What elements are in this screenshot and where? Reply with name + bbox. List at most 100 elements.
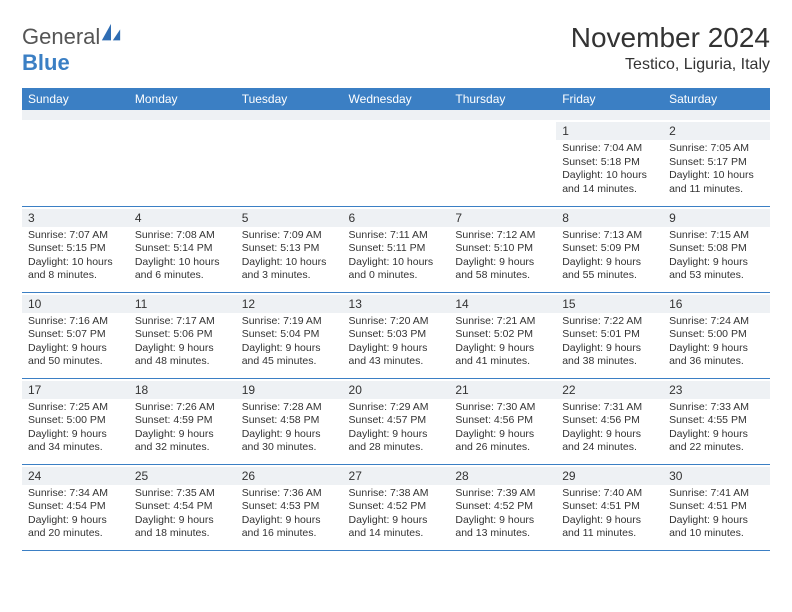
day-line-ss: Sunset: 5:10 PM <box>455 242 550 256</box>
day-line-dl1: Daylight: 9 hours <box>135 342 230 356</box>
day-line-ss: Sunset: 4:53 PM <box>242 500 337 514</box>
day-line-sr: Sunrise: 7:28 AM <box>242 401 337 415</box>
day-cell: 14Sunrise: 7:21 AMSunset: 5:02 PMDayligh… <box>449 292 556 378</box>
day-number: 24 <box>22 467 129 485</box>
day-line-dl1: Daylight: 9 hours <box>242 428 337 442</box>
day-number: 7 <box>449 209 556 227</box>
day-cell: 23Sunrise: 7:33 AMSunset: 4:55 PMDayligh… <box>663 378 770 464</box>
day-line-ss: Sunset: 5:01 PM <box>562 328 657 342</box>
day-cell: 20Sunrise: 7:29 AMSunset: 4:57 PMDayligh… <box>343 378 450 464</box>
day-cell: 13Sunrise: 7:20 AMSunset: 5:03 PMDayligh… <box>343 292 450 378</box>
day-line-dl1: Daylight: 9 hours <box>562 514 657 528</box>
day-details: Sunrise: 7:31 AMSunset: 4:56 PMDaylight:… <box>562 401 657 456</box>
day-line-ss: Sunset: 5:15 PM <box>28 242 123 256</box>
day-line-dl2: and 20 minutes. <box>28 527 123 541</box>
logo: GeneralBlue <box>22 22 122 76</box>
day-details: Sunrise: 7:29 AMSunset: 4:57 PMDaylight:… <box>349 401 444 456</box>
day-cell: 5Sunrise: 7:09 AMSunset: 5:13 PMDaylight… <box>236 206 343 292</box>
day-details: Sunrise: 7:05 AMSunset: 5:17 PMDaylight:… <box>669 142 764 197</box>
day-line-dl2: and 24 minutes. <box>562 441 657 455</box>
day-line-sr: Sunrise: 7:04 AM <box>562 142 657 156</box>
day-line-sr: Sunrise: 7:08 AM <box>135 229 230 243</box>
day-line-sr: Sunrise: 7:19 AM <box>242 315 337 329</box>
day-line-ss: Sunset: 4:56 PM <box>562 414 657 428</box>
day-header: Monday <box>129 88 236 110</box>
day-line-dl2: and 3 minutes. <box>242 269 337 283</box>
day-line-dl1: Daylight: 9 hours <box>28 342 123 356</box>
day-cell <box>449 120 556 206</box>
day-line-dl1: Daylight: 9 hours <box>455 514 550 528</box>
day-line-sr: Sunrise: 7:21 AM <box>455 315 550 329</box>
day-cell: 26Sunrise: 7:36 AMSunset: 4:53 PMDayligh… <box>236 464 343 550</box>
day-line-dl1: Daylight: 10 hours <box>242 256 337 270</box>
day-cell: 28Sunrise: 7:39 AMSunset: 4:52 PMDayligh… <box>449 464 556 550</box>
day-line-ss: Sunset: 5:13 PM <box>242 242 337 256</box>
calendar-table: SundayMondayTuesdayWednesdayThursdayFrid… <box>22 88 770 551</box>
week-row: 10Sunrise: 7:16 AMSunset: 5:07 PMDayligh… <box>22 292 770 378</box>
day-line-ss: Sunset: 4:55 PM <box>669 414 764 428</box>
day-header: Tuesday <box>236 88 343 110</box>
day-line-sr: Sunrise: 7:30 AM <box>455 401 550 415</box>
day-cell <box>236 120 343 206</box>
day-line-ss: Sunset: 4:51 PM <box>669 500 764 514</box>
day-line-ss: Sunset: 5:18 PM <box>562 156 657 170</box>
day-line-ss: Sunset: 5:00 PM <box>28 414 123 428</box>
day-cell: 18Sunrise: 7:26 AMSunset: 4:59 PMDayligh… <box>129 378 236 464</box>
day-line-dl2: and 6 minutes. <box>135 269 230 283</box>
day-details: Sunrise: 7:13 AMSunset: 5:09 PMDaylight:… <box>562 229 657 284</box>
day-line-dl1: Daylight: 9 hours <box>562 428 657 442</box>
day-header: Sunday <box>22 88 129 110</box>
day-line-sr: Sunrise: 7:25 AM <box>28 401 123 415</box>
day-line-dl2: and 16 minutes. <box>242 527 337 541</box>
day-line-dl1: Daylight: 9 hours <box>349 514 444 528</box>
day-cell: 17Sunrise: 7:25 AMSunset: 5:00 PMDayligh… <box>22 378 129 464</box>
logo-text-2: Blue <box>22 50 70 75</box>
day-line-sr: Sunrise: 7:41 AM <box>669 487 764 501</box>
day-header: Thursday <box>449 88 556 110</box>
day-line-dl1: Daylight: 9 hours <box>242 514 337 528</box>
day-line-ss: Sunset: 5:06 PM <box>135 328 230 342</box>
week-row: 1Sunrise: 7:04 AMSunset: 5:18 PMDaylight… <box>22 120 770 206</box>
day-number: 3 <box>22 209 129 227</box>
day-number: 17 <box>22 381 129 399</box>
day-cell: 11Sunrise: 7:17 AMSunset: 5:06 PMDayligh… <box>129 292 236 378</box>
day-line-sr: Sunrise: 7:26 AM <box>135 401 230 415</box>
day-cell: 6Sunrise: 7:11 AMSunset: 5:11 PMDaylight… <box>343 206 450 292</box>
day-line-sr: Sunrise: 7:24 AM <box>669 315 764 329</box>
day-line-dl2: and 58 minutes. <box>455 269 550 283</box>
day-line-sr: Sunrise: 7:39 AM <box>455 487 550 501</box>
day-line-dl1: Daylight: 9 hours <box>669 256 764 270</box>
day-line-dl2: and 14 minutes. <box>349 527 444 541</box>
day-line-dl1: Daylight: 10 hours <box>28 256 123 270</box>
day-number: 27 <box>343 467 450 485</box>
day-line-dl2: and 38 minutes. <box>562 355 657 369</box>
day-line-ss: Sunset: 4:57 PM <box>349 414 444 428</box>
day-line-sr: Sunrise: 7:35 AM <box>135 487 230 501</box>
day-cell <box>129 120 236 206</box>
day-details: Sunrise: 7:22 AMSunset: 5:01 PMDaylight:… <box>562 315 657 370</box>
day-line-sr: Sunrise: 7:13 AM <box>562 229 657 243</box>
day-line-dl2: and 11 minutes. <box>669 183 764 197</box>
day-line-dl1: Daylight: 9 hours <box>455 256 550 270</box>
day-number: 18 <box>129 381 236 399</box>
day-line-sr: Sunrise: 7:15 AM <box>669 229 764 243</box>
day-cell: 3 Sunrise: 7:07 AMSunset: 5:15 PMDaylight… <box>22 206 129 292</box>
day-line-dl1: Daylight: 9 hours <box>562 342 657 356</box>
day-line-ss: Sunset: 4:54 PM <box>28 500 123 514</box>
day-line-sr: Sunrise: 7:09 AM <box>242 229 337 243</box>
day-cell: 16Sunrise: 7:24 AMSunset: 5:00 PMDayligh… <box>663 292 770 378</box>
day-cell: 4Sunrise: 7:08 AMSunset: 5:14 PMDaylight… <box>129 206 236 292</box>
day-line-dl1: Daylight: 9 hours <box>135 514 230 528</box>
day-number: 11 <box>129 295 236 313</box>
day-details: Sunrise: 7:35 AMSunset: 4:54 PMDaylight:… <box>135 487 230 542</box>
day-cell: 29Sunrise: 7:40 AMSunset: 4:51 PMDayligh… <box>556 464 663 550</box>
day-line-dl2: and 8 minutes. <box>28 269 123 283</box>
day-number: 9 <box>663 209 770 227</box>
day-line-ss: Sunset: 4:58 PM <box>242 414 337 428</box>
day-number: 23 <box>663 381 770 399</box>
day-line-ss: Sunset: 5:08 PM <box>669 242 764 256</box>
week-row: 17 Sunrise: 7:25 AMSunset: 5:00 PM Dayligh… <box>22 378 770 464</box>
logo-sail-icon <box>100 22 122 44</box>
day-number: 14 <box>449 295 556 313</box>
day-line-sr: Sunrise: 7:07 AM <box>28 229 123 243</box>
